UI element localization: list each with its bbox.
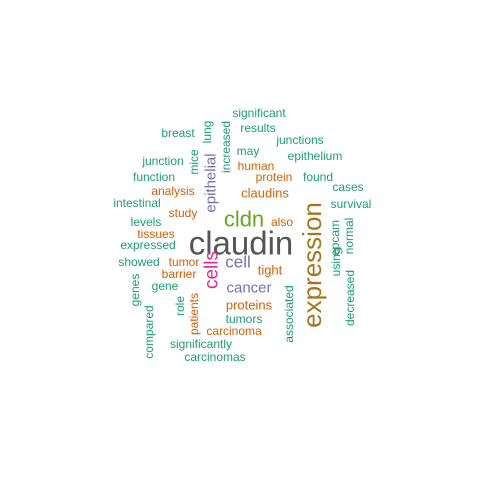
word-tissues: tissues <box>137 227 174 241</box>
word-cells: cells <box>202 251 223 289</box>
word-carcinoma: carcinoma <box>206 324 262 338</box>
word-human: human <box>238 159 275 173</box>
word-tumor: tumor <box>169 255 200 269</box>
word-junctions: junctions <box>275 133 323 147</box>
word-cancer: cancer <box>226 280 271 297</box>
word-significantly: significantly <box>170 337 232 351</box>
word-barrier: barrier <box>162 267 197 281</box>
word-also: also <box>271 215 293 229</box>
word-protein: protein <box>256 170 293 184</box>
word-study: study <box>169 206 198 220</box>
word-proteins: proteins <box>226 298 273 313</box>
word-using: using <box>329 248 343 277</box>
word-associated: associated <box>282 285 296 342</box>
word-increased: increased <box>219 121 233 173</box>
word-breast: breast <box>161 126 195 140</box>
word-carcinomas: carcinomas <box>184 350 245 364</box>
word-cell: cell <box>225 253 251 272</box>
word-patients: patients <box>187 293 201 335</box>
word-claudin: claudin <box>189 225 294 262</box>
word-function: function <box>133 170 175 184</box>
word-significant: significant <box>232 106 286 120</box>
word-junction: junction <box>141 154 183 168</box>
word-normal: normal <box>342 218 356 255</box>
word-survival: survival <box>331 197 372 211</box>
word-analysis: analysis <box>151 184 194 198</box>
word-role: role <box>173 296 187 316</box>
word-mice: mice <box>187 149 201 175</box>
word-expression: expression <box>297 202 327 328</box>
word-expressed: expressed <box>120 238 175 252</box>
word-showed: showed <box>118 255 159 269</box>
word-gene: gene <box>152 279 179 293</box>
word-results: results <box>240 121 275 135</box>
word-epcam: epcam <box>328 220 342 256</box>
word-epithelial: epithelial <box>203 153 220 212</box>
word-genes: genes <box>128 274 142 307</box>
word-intestinal: intestinal <box>113 196 160 210</box>
word-cases: cases <box>332 180 363 194</box>
word-tight: tight <box>258 263 283 278</box>
word-lung: lung <box>200 121 214 144</box>
word-tumors: tumors <box>226 312 263 326</box>
word-compared: compared <box>142 305 156 358</box>
word-epithelium: epithelium <box>288 149 343 163</box>
word-levels: levels <box>131 215 162 229</box>
word-found: found <box>303 170 333 184</box>
word-claudins: claudins <box>241 186 289 201</box>
word-decreased: decreased <box>343 270 357 326</box>
word-may: may <box>237 144 260 158</box>
word-cldn: cldn <box>224 207 264 232</box>
